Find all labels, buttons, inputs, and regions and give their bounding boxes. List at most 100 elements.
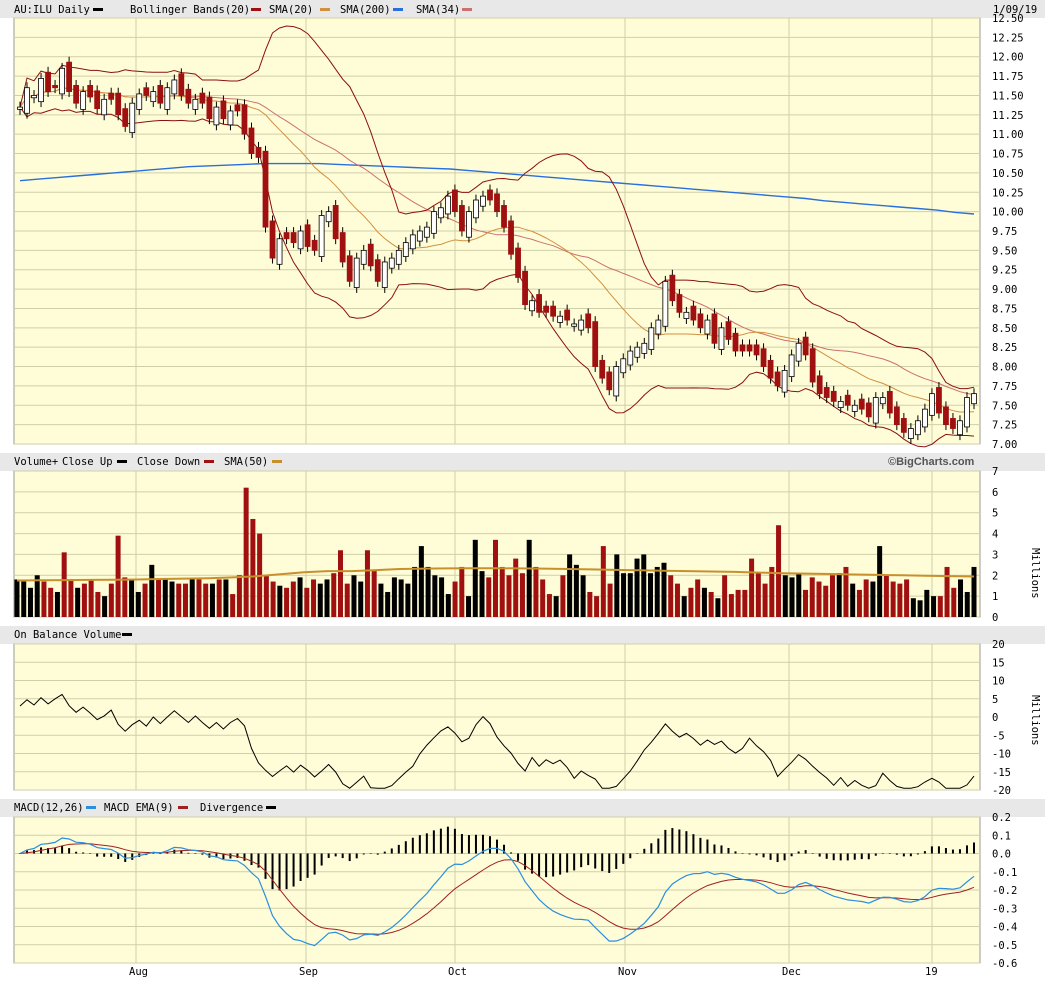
volume-bar [668,575,674,617]
y-tick-label: 12.50 [992,13,1024,25]
volume-bar [493,539,498,617]
volume-bar [182,583,188,617]
divergence-bar [369,853,372,854]
volume-bar [944,566,950,617]
candle-body [830,390,837,402]
volume-bar [843,566,849,617]
macd-ema-label: MACD EMA(9) [104,802,174,814]
y-tick-label: 0 [992,712,998,724]
candle [550,300,557,322]
candle-body [557,315,564,323]
candle [388,252,395,274]
volume-bar [472,539,478,617]
obv-title: On Balance Volume [14,629,121,641]
macd-panel [13,816,981,964]
candle-body [781,370,788,393]
candle [683,306,690,324]
volume-bar [641,554,647,617]
divergence-bar [496,839,498,854]
volume-bar [412,566,418,617]
candle-body [353,257,360,288]
candle-body [515,247,521,278]
divergence-bar [278,853,281,891]
candle-body [80,91,87,110]
divergence-bar [271,853,274,890]
divergence-bar [510,852,513,854]
candle [620,353,627,379]
candle [276,233,283,270]
candle [760,343,767,372]
macd-y-ticks: 0.2 0.1 0.0 -0.1 -0.2 -0.3 -0.4 -0.5 -0.6 [992,812,1017,970]
divergence-bar [524,853,527,870]
volume-bar [897,583,903,617]
candle [816,370,823,400]
candle-body [262,150,269,228]
volume-bar [755,573,761,617]
volume-bar [708,591,714,617]
candle [311,234,318,256]
candle-body [452,189,458,213]
candle [444,190,451,220]
divergence-bar [804,850,807,854]
candle [487,184,493,206]
divergence-bar [418,835,421,854]
candle-body [844,394,851,406]
x-axis-labels: Aug Sep Oct Nov Dec 19 [129,966,938,978]
candle [255,141,262,163]
divergence-bar [517,853,520,861]
close-down-swatch-icon [204,460,214,463]
volume-bar [742,589,748,617]
volume-bar [735,589,741,617]
candle [921,403,928,433]
volume-bar [540,579,546,617]
divergence-bar [531,853,534,874]
volume-bar [203,583,209,617]
candle [94,85,101,115]
candle-body [143,87,150,96]
y-tick-label: -0.2 [992,885,1017,897]
y-tick-label: 10 [992,676,1005,688]
candle [648,322,655,355]
candle [437,202,444,224]
volume-bar [21,581,27,617]
candle-body [227,110,234,126]
candle-body [339,232,346,263]
divergence-bar [299,853,302,881]
candle-body [753,344,760,356]
volume-bar [162,579,168,617]
close-down-label: Close Down [137,456,200,468]
divergence-bar [811,853,814,854]
divergence-bar [89,853,92,854]
candle-body [914,420,921,436]
divergence-bar [61,845,64,854]
divergence-bar [566,853,569,873]
candle-body [739,344,746,352]
divergence-bar [474,834,477,854]
candle [837,395,844,414]
volume-bar [156,579,162,617]
candle-body [17,106,23,110]
divergence-bar [362,853,365,855]
divergence-bar [853,853,856,860]
candle [844,389,851,411]
x-axis-label: Aug [129,966,148,978]
volume-bar [297,577,303,617]
candle-body [641,342,648,354]
volume-bar [418,546,424,617]
volume-bar [627,573,633,617]
y-tick-label: -0.4 [992,922,1017,934]
candle-body [872,397,879,424]
y-tick-label: 7.50 [992,400,1017,412]
obv-y-ticks: 20 15 10 5 0 -5 -10 -15 -20 [992,639,1011,797]
volume-bar [364,550,370,617]
y-tick-label: -0.1 [992,867,1017,879]
divergence-bar [538,853,541,877]
candle-body [865,402,872,418]
candle-body [66,61,73,92]
volume-bar [236,575,242,617]
candle-body [255,146,262,158]
candle [571,318,578,332]
candle [297,225,304,255]
volume-bar [243,487,249,617]
